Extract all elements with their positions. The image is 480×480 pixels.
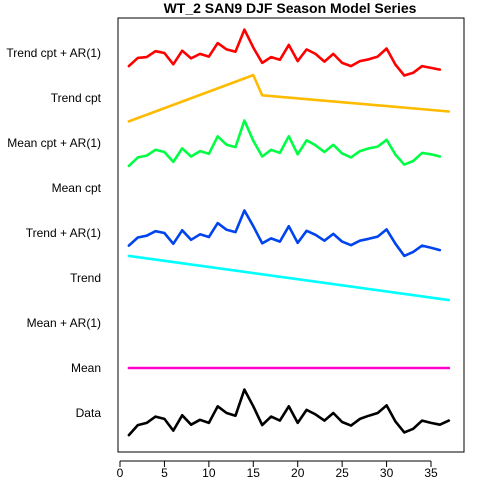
row-label: Mean cpt bbox=[52, 181, 102, 195]
row-label: Trend bbox=[70, 271, 101, 285]
chart-title: WT_2 SAN9 DJF Season Model Series bbox=[164, 0, 417, 16]
x-tick-label: 20 bbox=[291, 466, 305, 480]
x-tick-label: 35 bbox=[424, 466, 438, 480]
y-axis-labels: Data Mean Mean + AR(1) Trend Trend + AR(1) Me… bbox=[6, 46, 101, 420]
series-line-mean-cpt-ar-1 bbox=[127, 119, 442, 168]
series-line-data bbox=[127, 388, 451, 437]
series-line-trend-cpt bbox=[127, 73, 451, 123]
x-tick-label: 30 bbox=[380, 466, 394, 480]
row-label: Trend cpt bbox=[51, 91, 102, 105]
x-tick-label: 10 bbox=[202, 466, 216, 480]
series-line-trend bbox=[127, 254, 451, 302]
row-label: Trend cpt + AR(1) bbox=[6, 46, 101, 60]
x-tick-label: 15 bbox=[247, 466, 261, 480]
x-tick-label: 5 bbox=[161, 466, 168, 480]
series-lines bbox=[127, 28, 451, 437]
row-label: Mean bbox=[71, 361, 101, 375]
x-tick-label: 25 bbox=[335, 466, 349, 480]
row-label: Mean + AR(1) bbox=[27, 316, 101, 330]
row-label: Trend + AR(1) bbox=[26, 226, 101, 240]
row-label: Mean cpt + AR(1) bbox=[7, 136, 101, 150]
plot-frame bbox=[117, 17, 465, 453]
series-line-trend-cpt-ar-1 bbox=[127, 28, 442, 77]
x-axis: 0 5 10 15 20 25 30 35 bbox=[117, 460, 438, 480]
row-label: Data bbox=[76, 406, 102, 420]
series-line-trend-ar-1 bbox=[127, 209, 442, 258]
x-tick-label: 0 bbox=[117, 466, 124, 480]
